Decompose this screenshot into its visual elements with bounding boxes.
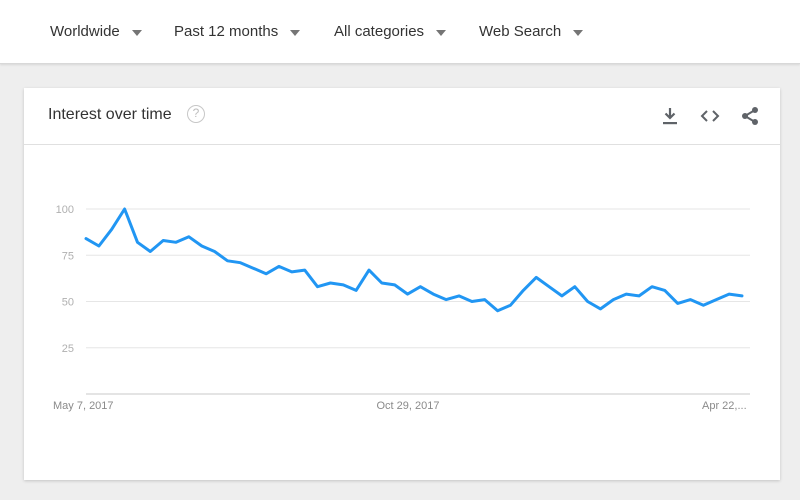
y-tick-label: 25	[62, 343, 74, 355]
caret-down-icon	[131, 29, 142, 36]
interest-line-chart: 25 50 75 100 May 7, 2017 Oct 29, 2017 Apr 22,.…	[53, 204, 750, 412]
help-icon[interactable]: ?	[187, 105, 205, 123]
filter-time-label: Past 12 months	[174, 23, 279, 40]
y-tick-label: 75	[62, 250, 74, 262]
card-header: Interest over time ?	[24, 88, 780, 145]
x-tick-label: Apr 22,...	[702, 400, 747, 412]
filter-search-type-label: Web Search	[479, 23, 562, 40]
filter-category-label: All categories	[334, 23, 425, 40]
download-icon[interactable]	[659, 105, 681, 127]
filter-search-type-dropdown[interactable]: Web Search	[479, 0, 584, 63]
filter-time-dropdown[interactable]: Past 12 months	[174, 0, 301, 63]
filter-bar: Worldwide Past 12 months All categories …	[0, 0, 800, 64]
series-line	[84, 207, 744, 313]
interest-over-time-card: Interest over time ? 25 50 75 100 May 7, 201…	[24, 88, 780, 480]
filter-region-label: Worldwide	[50, 23, 120, 40]
caret-down-icon	[290, 29, 301, 36]
y-tick-label: 100	[56, 204, 74, 216]
y-tick-label: 50	[62, 297, 74, 309]
x-tick-label: Oct 29, 2017	[377, 400, 440, 412]
x-tick-label: May 7, 2017	[53, 400, 114, 412]
filter-category-dropdown[interactable]: All categories	[334, 0, 447, 63]
caret-down-icon	[436, 29, 447, 36]
share-icon[interactable]	[739, 105, 761, 127]
embed-icon[interactable]	[699, 105, 721, 127]
card-title: Interest over time	[48, 106, 172, 123]
filter-region-dropdown[interactable]: Worldwide	[50, 0, 142, 63]
caret-down-icon	[573, 29, 584, 36]
